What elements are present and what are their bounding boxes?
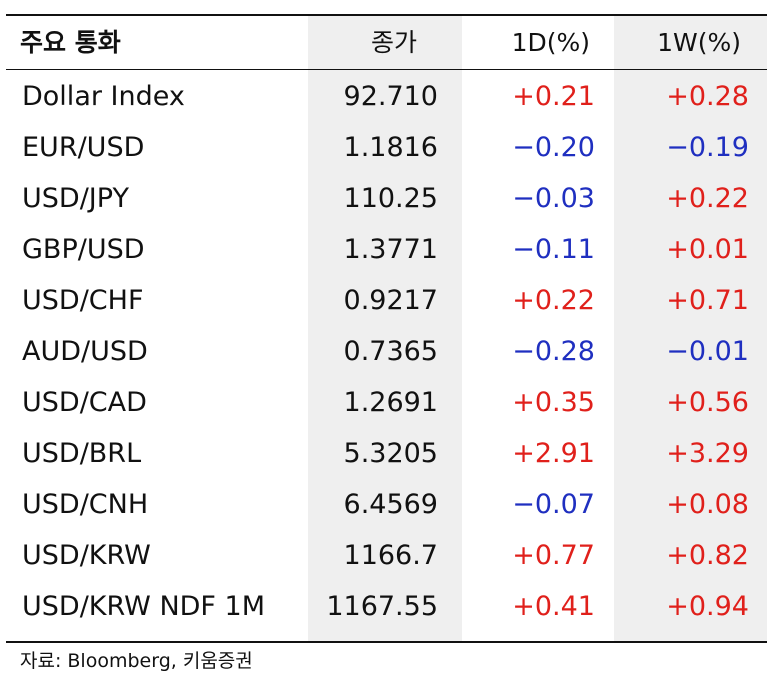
- currency-name: GBP/USD: [22, 234, 145, 265]
- header-1w: 1W(%): [657, 28, 741, 57]
- currency-name: USD/BRL: [22, 438, 142, 469]
- change-1w: +0.01: [666, 234, 749, 265]
- change-1w: −0.19: [666, 132, 749, 163]
- close-value: 0.7365: [343, 336, 438, 367]
- currency-name: Dollar Index: [22, 81, 185, 112]
- change-1w: +0.28: [666, 81, 749, 112]
- table-row: AUD/USD 0.7365 −0.28 −0.01: [6, 326, 767, 377]
- close-value: 0.9217: [343, 285, 438, 316]
- change-1d: +0.35: [512, 387, 595, 418]
- table-row: GBP/USD 1.3771 −0.11 +0.01: [6, 224, 767, 275]
- table-row: USD/CHF 0.9217 +0.22 +0.71: [6, 275, 767, 326]
- change-1w: +0.22: [666, 183, 749, 214]
- close-value: 92.710: [343, 81, 438, 112]
- change-1w: +0.82: [666, 540, 749, 571]
- top-rule: [6, 14, 767, 16]
- change-1d: +0.22: [512, 285, 595, 316]
- change-1d: +2.91: [512, 438, 595, 469]
- close-value: 6.4569: [343, 489, 438, 520]
- close-value: 5.3205: [343, 438, 438, 469]
- change-1d: −0.07: [512, 489, 595, 520]
- table-row: USD/JPY 110.25 −0.03 +0.22: [6, 173, 767, 224]
- header-1d: 1D(%): [511, 28, 590, 57]
- change-1d: +0.41: [512, 591, 595, 622]
- currency-name: USD/CAD: [22, 387, 147, 418]
- change-1w: −0.01: [666, 336, 749, 367]
- change-1d: −0.11: [512, 234, 595, 265]
- currency-name: USD/KRW NDF 1M: [22, 591, 266, 622]
- table-row: USD/BRL 5.3205 +2.91 +3.29: [6, 428, 767, 479]
- table-row: EUR/USD 1.1816 −0.20 −0.19: [6, 122, 767, 173]
- change-1w: +0.56: [666, 387, 749, 418]
- close-value: 1167.55: [326, 591, 438, 622]
- week-column-shade: [614, 16, 767, 641]
- header-rule: [6, 69, 767, 70]
- header-currency: 주요 통화: [20, 28, 121, 57]
- close-column-shade: [308, 16, 462, 641]
- currency-name: AUD/USD: [22, 336, 148, 367]
- currency-name: USD/JPY: [22, 183, 129, 214]
- source-note: 자료: Bloomberg, 키움증권: [20, 650, 253, 672]
- change-1d: −0.03: [512, 183, 595, 214]
- table-row: USD/KRW 1166.7 +0.77 +0.82: [6, 530, 767, 581]
- close-value: 1.3771: [343, 234, 438, 265]
- currency-name: EUR/USD: [22, 132, 145, 163]
- change-1d: −0.28: [512, 336, 595, 367]
- bottom-rule: [6, 641, 767, 643]
- currency-name: USD/CHF: [22, 285, 144, 316]
- close-value: 1.1816: [343, 132, 438, 163]
- close-value: 1166.7: [343, 540, 438, 571]
- change-1w: +3.29: [666, 438, 749, 469]
- table-row: Dollar Index 92.710 +0.21 +0.28: [6, 71, 767, 122]
- currency-name: USD/KRW: [22, 540, 151, 571]
- table-row: USD/CAD 1.2691 +0.35 +0.56: [6, 377, 767, 428]
- change-1w: +0.71: [666, 285, 749, 316]
- table-row: USD/KRW NDF 1M 1167.55 +0.41 +0.94: [6, 581, 767, 632]
- change-1d: +0.77: [512, 540, 595, 571]
- change-1d: +0.21: [512, 81, 595, 112]
- change-1w: +0.08: [666, 489, 749, 520]
- currency-name: USD/CNH: [22, 489, 149, 520]
- table-header: 주요 통화 종가 1D(%) 1W(%): [6, 16, 767, 69]
- close-value: 1.2691: [343, 387, 438, 418]
- header-close: 종가: [370, 28, 417, 57]
- change-1w: +0.94: [666, 591, 749, 622]
- close-value: 110.25: [343, 183, 438, 214]
- table-row: USD/CNH 6.4569 −0.07 +0.08: [6, 479, 767, 530]
- change-1d: −0.20: [512, 132, 595, 163]
